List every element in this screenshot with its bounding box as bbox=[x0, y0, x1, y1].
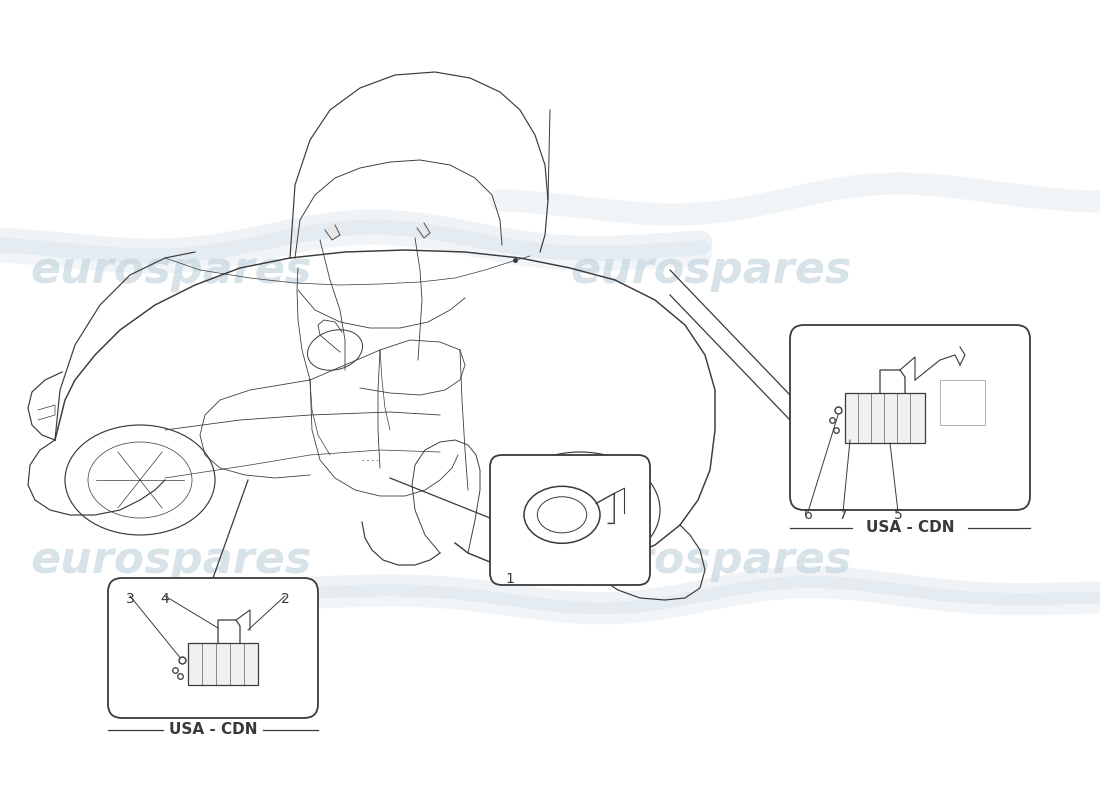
FancyBboxPatch shape bbox=[490, 455, 650, 585]
Text: 7: 7 bbox=[838, 508, 847, 522]
Text: USA - CDN: USA - CDN bbox=[866, 521, 955, 535]
Text: eurospares: eurospares bbox=[570, 249, 851, 291]
Text: USA - CDN: USA - CDN bbox=[168, 722, 257, 738]
Text: eurospares: eurospares bbox=[30, 249, 311, 291]
Text: eurospares: eurospares bbox=[30, 538, 311, 582]
Text: eurospares: eurospares bbox=[570, 538, 851, 582]
Text: - - - -: - - - - bbox=[362, 457, 378, 463]
Text: 2: 2 bbox=[280, 592, 289, 606]
FancyBboxPatch shape bbox=[845, 393, 925, 443]
FancyBboxPatch shape bbox=[108, 578, 318, 718]
Text: 3: 3 bbox=[125, 592, 134, 606]
FancyBboxPatch shape bbox=[790, 325, 1030, 510]
Text: 1: 1 bbox=[505, 572, 514, 586]
Text: 4: 4 bbox=[161, 592, 169, 606]
FancyBboxPatch shape bbox=[188, 643, 258, 685]
Polygon shape bbox=[324, 225, 340, 240]
Text: 6: 6 bbox=[804, 508, 813, 522]
Text: 5: 5 bbox=[893, 508, 902, 522]
Polygon shape bbox=[417, 223, 430, 238]
